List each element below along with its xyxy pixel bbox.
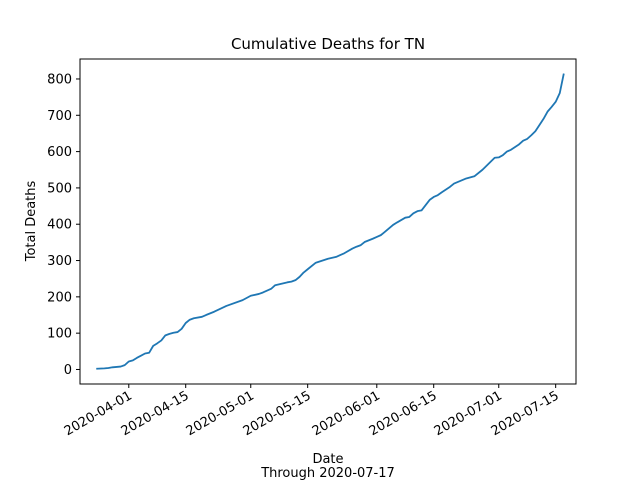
y-tick-label: 600: [47, 145, 72, 160]
x-axis-label: Date: [312, 452, 343, 467]
x-axis-sublabel: Through 2020-07-17: [260, 466, 395, 480]
chart-title: Cumulative Deaths for TN: [231, 35, 425, 53]
y-tick-label: 300: [47, 254, 72, 269]
y-tick-label: 500: [47, 181, 72, 196]
axes-frame: [79, 58, 577, 385]
y-tick-label: 400: [47, 218, 72, 233]
y-tick-label: 200: [47, 290, 72, 305]
y-tick-label: 100: [47, 327, 72, 342]
y-tick-label: 800: [47, 72, 72, 87]
y-tick-label: 700: [47, 109, 72, 124]
y-tick-label: 0: [64, 363, 72, 378]
series-line: [96, 73, 565, 370]
y-axis-label: Total Deaths: [24, 180, 39, 262]
